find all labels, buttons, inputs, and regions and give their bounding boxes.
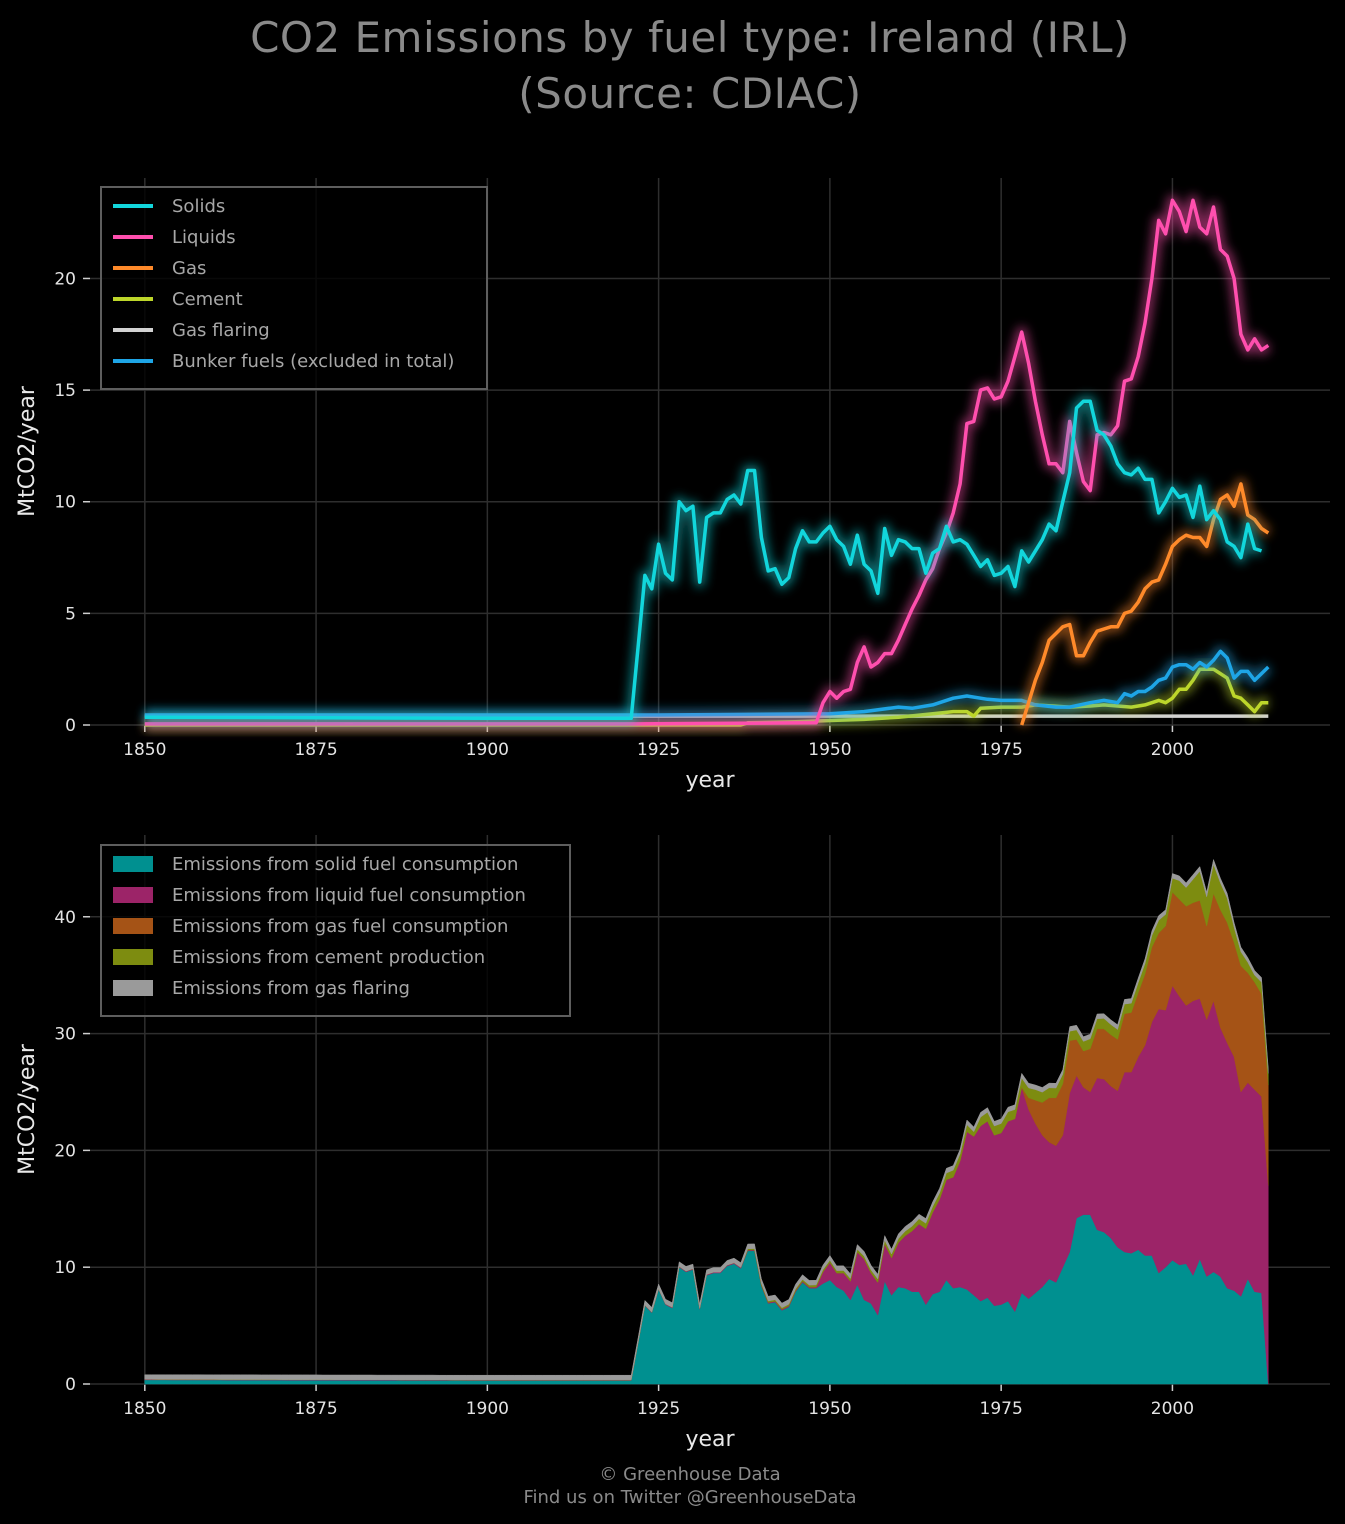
x-tick-label: 1950	[808, 1399, 851, 1419]
y-tick-label: 10	[54, 493, 76, 513]
top-legend-label-4: Cement	[172, 289, 243, 310]
x-tick-label: 1850	[123, 1399, 166, 1419]
footer-twitter: Find us on Twitter @GreenhouseData	[523, 1487, 857, 1508]
x-tick-label: 1850	[123, 740, 166, 760]
series-line-liquids	[144, 198, 1270, 726]
bottom-legend-label-2: Emissions from liquid fuel consumption	[172, 885, 526, 906]
y-tick-label: 0	[65, 716, 76, 736]
y-axis-label: MtCO2/year	[15, 385, 40, 517]
y-axis-label: MtCO2/year	[15, 1043, 40, 1175]
top-legend-label-6: Bunker fuels (excluded in total)	[172, 351, 454, 372]
bottom-legend-swatch-5	[113, 980, 153, 996]
footer-copyright: © Greenhouse Data	[599, 1464, 781, 1485]
x-tick-label: 1875	[294, 1399, 337, 1419]
y-tick-label: 15	[54, 381, 76, 401]
y-tick-label: 5	[65, 604, 76, 624]
bottom-legend-label-4: Emissions from cement production	[172, 947, 485, 968]
x-tick-label: 1950	[808, 740, 851, 760]
line-series-group	[144, 194, 1273, 731]
bottom-legend-label-5: Emissions from gas flaring	[172, 978, 410, 999]
y-tick-label: 10	[54, 1258, 76, 1278]
top-legend-label-3: Gas	[172, 258, 206, 279]
y-tick-label: 30	[54, 1025, 76, 1045]
series-line-cement	[144, 667, 1269, 727]
x-tick-label: 1925	[637, 1399, 680, 1419]
y-tick-label: 0	[65, 1375, 76, 1395]
top-legend-label-2: Liquids	[172, 227, 236, 248]
bottom-legend-box	[100, 844, 571, 1017]
x-axis-label: year	[685, 1427, 735, 1452]
area-series-group	[144, 858, 1269, 1385]
x-tick-label: 2000	[1151, 740, 1194, 760]
y-tick-label: 20	[54, 1141, 76, 1161]
bottom-legend-swatch-2	[113, 887, 153, 903]
area-band-5	[144, 858, 1269, 1381]
x-tick-label: 1925	[637, 740, 680, 760]
chart-title-line-2: (Source: CDIAC)	[518, 69, 862, 118]
footer: © Greenhouse Data Find us on Twitter @Gr…	[0, 1463, 1345, 1509]
x-tick-label: 1975	[980, 740, 1023, 760]
x-tick-label: 1975	[980, 1399, 1023, 1419]
x-tick-label: 1900	[466, 740, 509, 760]
area-band-1	[144, 1214, 1269, 1385]
series-line-glow-bunker	[144, 645, 1273, 721]
chart-title-line-1: CO2 Emissions by fuel type: Ireland (IRL…	[250, 13, 1130, 62]
bottom-legend-swatch-1	[113, 856, 153, 872]
top-legend-label-1: Solids	[172, 196, 225, 217]
bottom-legend-swatch-4	[113, 949, 153, 965]
x-tick-label: 1875	[294, 740, 337, 760]
chart-title: CO2 Emissions by fuel type: Ireland (IRL…	[0, 10, 1345, 122]
x-axis-label: year	[685, 768, 735, 793]
x-tick-label: 1900	[466, 1399, 509, 1419]
bottom-legend-label-3: Emissions from gas fuel consumption	[172, 916, 508, 937]
top-legend-box	[100, 186, 488, 390]
series-line-solids	[144, 399, 1263, 721]
x-tick-label: 2000	[1151, 1399, 1194, 1419]
y-tick-label: 20	[54, 269, 76, 289]
bottom-legend-swatch-3	[113, 918, 153, 934]
stacked-area-chart-panel: 1850 1875 1900 1925 1950 1975 2000 0 10 20 30 40 yea…	[15, 835, 1330, 1452]
bottom-legend-label-1: Emissions from solid fuel consumption	[172, 854, 518, 875]
y-tick-label: 40	[54, 908, 76, 928]
series-line-gas	[1020, 482, 1270, 726]
series-line-bunker	[144, 649, 1270, 717]
top-legend-label-5: Gas flaring	[172, 320, 270, 341]
line-chart-panel: 1850 1875 1900 1925 1950 1975 2000 0 5 10 15 20 year…	[15, 178, 1330, 793]
